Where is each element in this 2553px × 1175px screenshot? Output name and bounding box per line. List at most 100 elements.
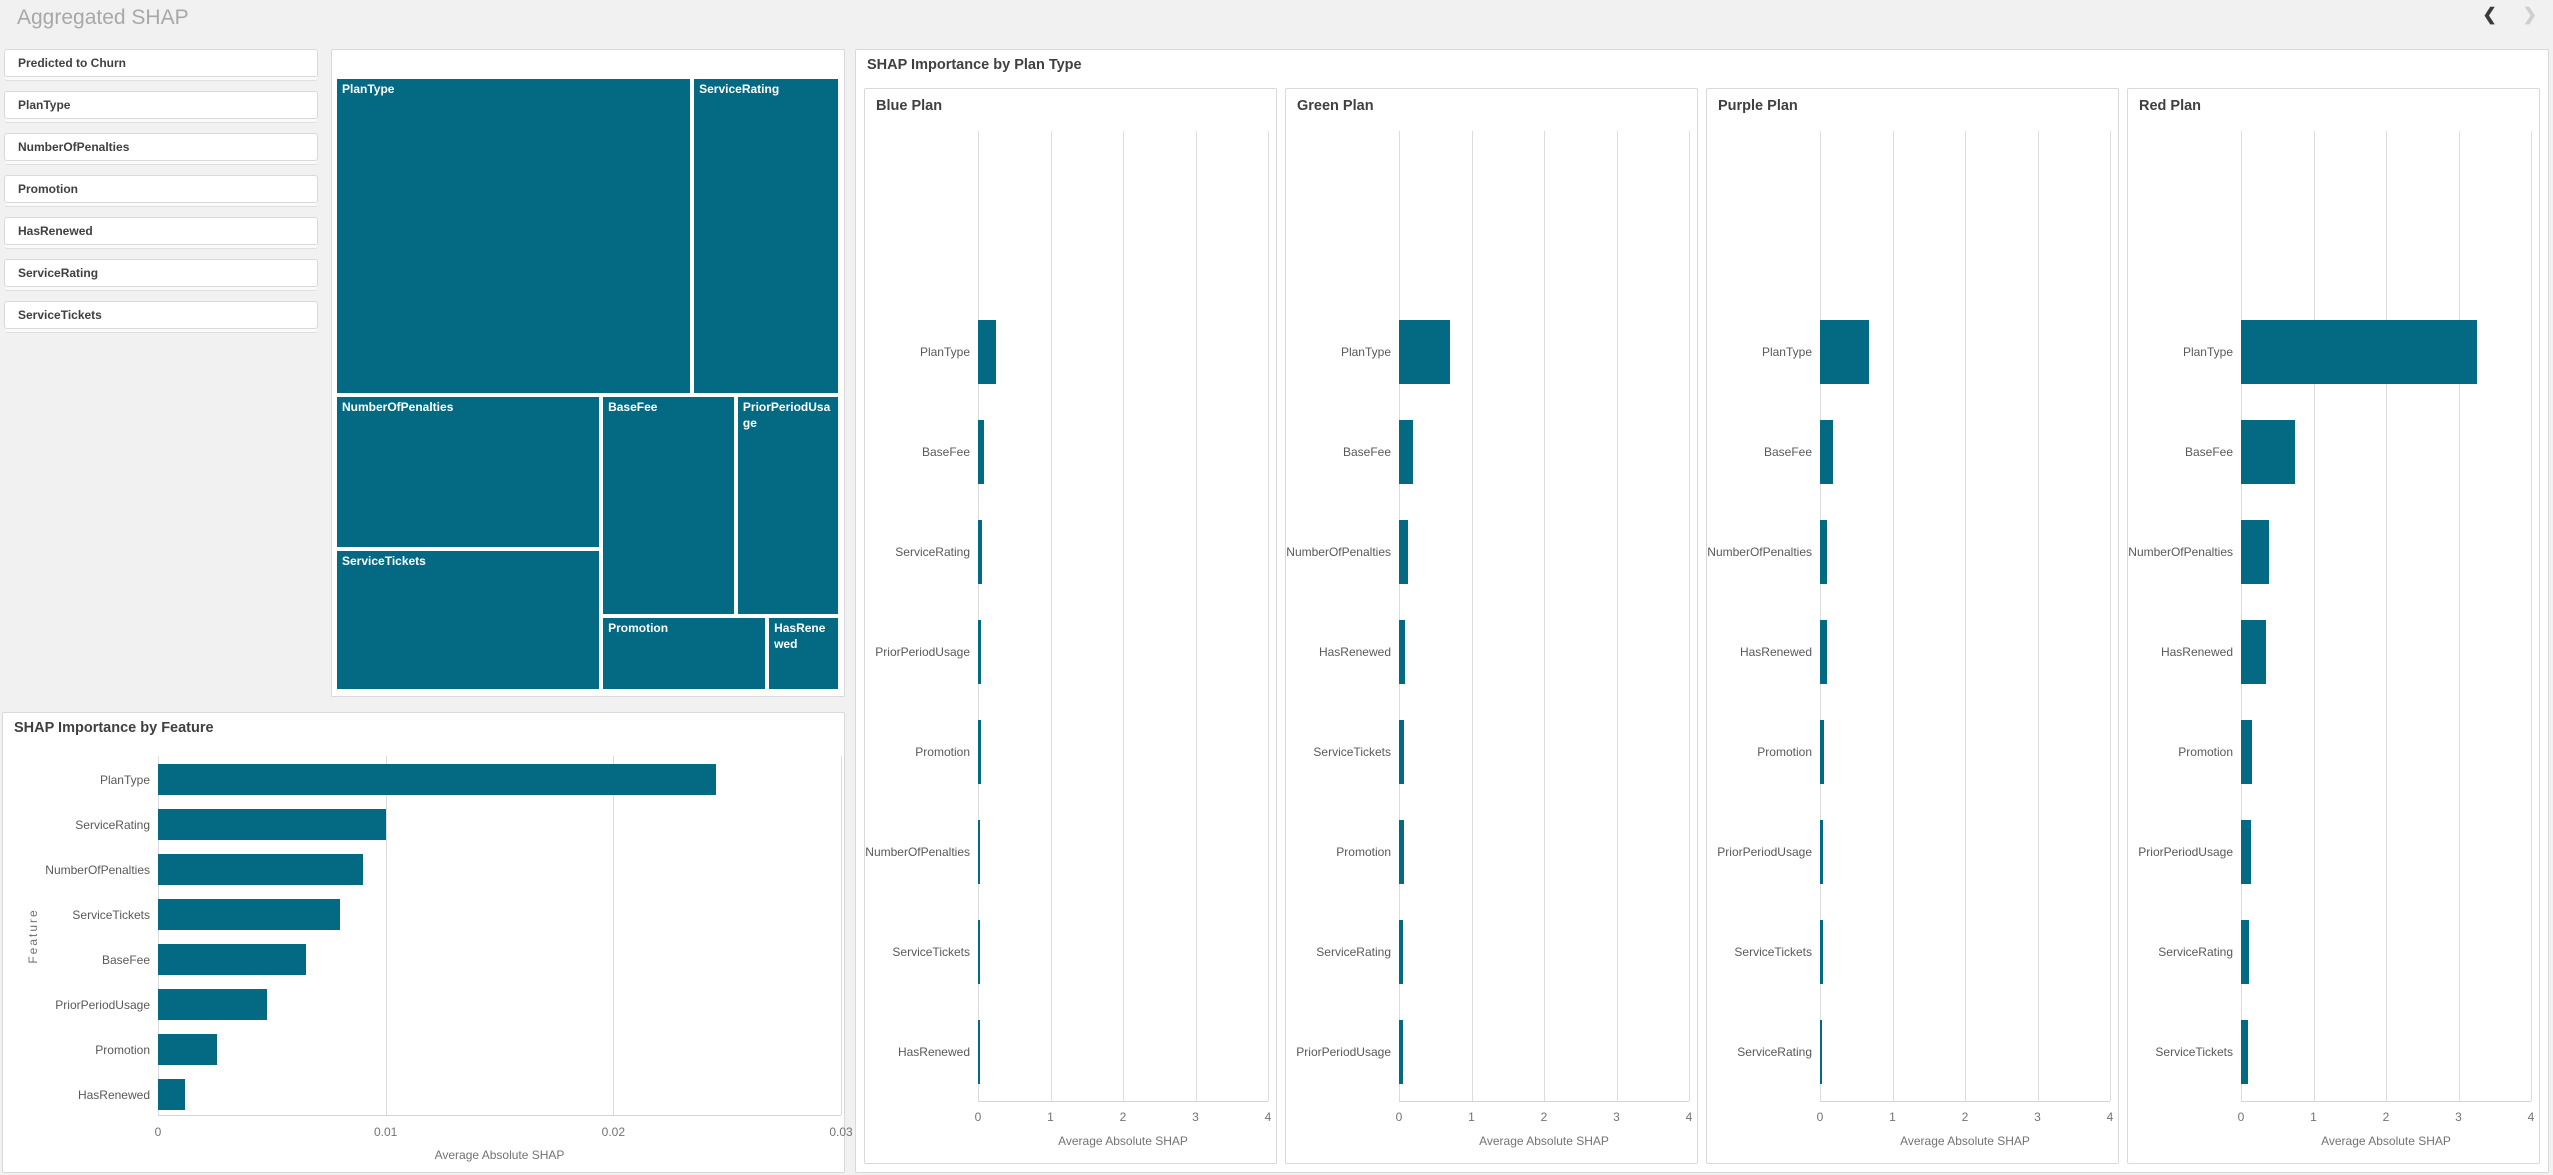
filter-promotion[interactable]: Promotion [4, 175, 318, 203]
feature-chart-title: SHAP Importance by Feature [14, 720, 214, 736]
y-category-label: PriorPeriodUsage [1717, 845, 1812, 859]
bar-promotion[interactable] [1399, 820, 1405, 884]
x-tick-label: 2 [1961, 1110, 1969, 1124]
bar-basefee[interactable] [2241, 420, 2295, 484]
bar-servicerating[interactable] [158, 809, 386, 840]
bar-numberofpenalties[interactable] [978, 820, 981, 884]
filter-plantype[interactable]: PlanType [4, 91, 318, 119]
treemap-tile-promotion[interactable]: Promotion [602, 617, 767, 690]
y-category-label: Promotion [1757, 745, 1812, 759]
bar-basefee[interactable] [1399, 420, 1413, 484]
bar-hasrenewed[interactable] [1399, 620, 1405, 684]
y-category-label: NumberOfPenalties [2128, 545, 2233, 559]
treemap-tile-basefee[interactable]: BaseFee [602, 396, 735, 615]
plan-panel-purple-plan: Purple Plan 0 1 2 3 4 PlanType BaseFee NumberOfP… [1706, 88, 2119, 1164]
previous-sheet-button[interactable]: ❮ [2482, 5, 2497, 24]
bar-servicerating[interactable] [1399, 920, 1404, 984]
plan-panel-chart: 0 1 2 3 4 PlanType BaseFee NumberOfPenalties Has… [1707, 131, 2113, 1148]
bar-numberofpenalties[interactable] [158, 854, 363, 885]
bar-plantype[interactable] [1399, 320, 1450, 384]
bar-priorperiodusage[interactable] [158, 989, 268, 1020]
bar-hasrenewed[interactable] [2241, 620, 2267, 684]
treemap-tile-plantype[interactable]: PlanType [336, 78, 692, 394]
next-sheet-button[interactable]: ❯ [2522, 5, 2537, 24]
y-category-label: NumberOfPenalties [1707, 545, 1812, 559]
plan-panel-red-plan: Red Plan 0 1 2 3 4 PlanType BaseFee NumberOfPena… [2127, 88, 2540, 1164]
sheet-navigation: ❮ ❯ [2483, 6, 2538, 23]
filter-label: PlanType [18, 98, 71, 112]
treemap-tile-servicetickets[interactable]: ServiceTickets [336, 550, 601, 690]
filter-label: HasRenewed [18, 224, 93, 238]
bar-servicetickets[interactable] [158, 899, 341, 930]
bar-basefee[interactable] [158, 944, 306, 975]
bar-hasrenewed[interactable] [1820, 620, 1827, 684]
bar-basefee[interactable] [1820, 420, 1834, 484]
bar-servicetickets[interactable] [1399, 720, 1405, 784]
bar-basefee[interactable] [978, 420, 984, 484]
bar-servicetickets[interactable] [2241, 1020, 2249, 1084]
bar-plantype[interactable] [158, 764, 716, 795]
x-tick-label: 1 [1047, 1110, 1054, 1124]
gridline [158, 756, 159, 1115]
bar-plantype[interactable] [2241, 320, 2477, 384]
x-tick-label: 1 [1468, 1110, 1475, 1124]
bar-servicerating[interactable] [2241, 920, 2249, 984]
bar-plantype[interactable] [1820, 320, 1870, 384]
y-category-label: Promotion [2178, 745, 2233, 759]
bar-priorperiodusage[interactable] [1820, 820, 1823, 884]
treemap-tile-servicerating[interactable]: ServiceRating [693, 78, 839, 394]
x-tick-label: 1 [2310, 1110, 2317, 1124]
treemap-tile-hasrenewed[interactable]: HasRenewed [768, 617, 839, 690]
y-category-label: ServiceTickets [1734, 945, 1812, 959]
bar-priorperiodusage[interactable] [978, 620, 981, 684]
bar-promotion[interactable] [158, 1034, 218, 1065]
treemap-tile-label: PriorPeriodUsage [742, 400, 831, 430]
bar-servicerating[interactable] [1820, 1020, 1822, 1084]
y-category-label: Promotion [1336, 845, 1391, 859]
x-tick-label: 1 [1889, 1110, 1896, 1124]
bar-numberofpenalties[interactable] [2241, 520, 2269, 584]
filter-servicetickets[interactable]: ServiceTickets [4, 301, 318, 329]
bar-promotion[interactable] [978, 720, 981, 784]
x-tick-label: 0 [1816, 1110, 1824, 1124]
x-tick-label: 3 [2034, 1110, 2041, 1124]
filter-predicted-to-churn[interactable]: Predicted to Churn [4, 49, 318, 77]
x-axis-title: Average Absolute SHAP [434, 1148, 565, 1162]
treemap-tile-numberofpenalties[interactable]: NumberOfPenalties [336, 396, 601, 548]
bar-servicerating[interactable] [978, 520, 982, 584]
bar-priorperiodusage[interactable] [2241, 820, 2252, 884]
bar-numberofpenalties[interactable] [1820, 520, 1828, 584]
gridline [1195, 131, 1197, 1101]
y-category-label: PriorPeriodUsage [2138, 845, 2233, 859]
bar-hasrenewed[interactable] [978, 1020, 980, 1084]
y-category-label: BaseFee [2184, 445, 2233, 459]
x-tick-label: 3 [1192, 1110, 1199, 1124]
treemap-tile-priorperiodusage[interactable]: PriorPeriodUsage [736, 396, 839, 615]
y-category-label: ServiceTickets [2155, 1045, 2233, 1059]
y-category-label: Promotion [95, 1042, 150, 1057]
bar-servicetickets[interactable] [978, 920, 980, 984]
bar-plantype[interactable] [978, 320, 997, 384]
y-category-label: PriorPeriodUsage [875, 645, 970, 659]
gridline [1268, 131, 1269, 1101]
filter-servicerating[interactable]: ServiceRating [4, 259, 318, 287]
bar-numberofpenalties[interactable] [1399, 520, 1408, 584]
filter-numberofpenalties[interactable]: NumberOfPenalties [4, 133, 318, 161]
x-tick-label: 2 [1119, 1110, 1127, 1124]
filter-label: ServiceTickets [18, 308, 102, 322]
x-tick-label: 0 [2237, 1110, 2245, 1124]
treemap-tile-label: NumberOfPenalties [342, 400, 454, 415]
bar-hasrenewed[interactable] [158, 1079, 186, 1110]
y-category-label: BaseFee [1342, 445, 1391, 459]
x-tick-label: 0.01 [373, 1125, 398, 1139]
x-tick-label: 4 [1685, 1110, 1693, 1124]
y-category-label: NumberOfPenalties [865, 845, 970, 859]
filter-hasrenewed[interactable]: HasRenewed [4, 217, 318, 245]
bar-promotion[interactable] [2241, 720, 2252, 784]
y-category-label: HasRenewed [2160, 645, 2233, 659]
bar-servicetickets[interactable] [1820, 920, 1823, 984]
x-tick-label: 0.03 [829, 1125, 853, 1139]
bar-promotion[interactable] [1820, 720, 1824, 784]
gridline [1050, 131, 1052, 1101]
bar-priorperiodusage[interactable] [1399, 1020, 1403, 1084]
